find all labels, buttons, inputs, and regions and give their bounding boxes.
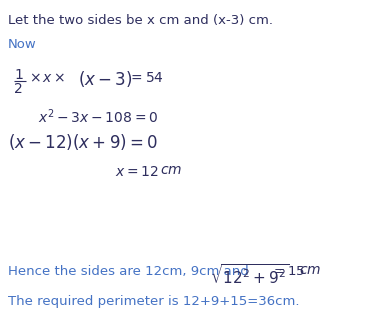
Text: 2: 2 [14,82,23,96]
Text: $\sqrt{12^2+9^2}$: $\sqrt{12^2+9^2}$ [210,263,289,287]
Text: $= 54$: $= 54$ [128,71,164,85]
Text: $cm$: $cm$ [299,263,321,277]
Text: The required perimeter is 12+9+15=36cm.: The required perimeter is 12+9+15=36cm. [8,295,299,308]
Text: Let the two sides be x cm and (x-3) cm.: Let the two sides be x cm and (x-3) cm. [8,14,273,27]
Text: Hence the sides are 12cm, 9cm and: Hence the sides are 12cm, 9cm and [8,265,253,278]
Text: $cm$: $cm$ [160,163,182,177]
Text: $= 15$: $= 15$ [271,265,305,278]
Text: $\times\, x \times$: $\times\, x \times$ [29,71,66,85]
Text: $(x-3)$: $(x-3)$ [78,69,132,89]
Text: $(x-12)(x+9) = 0$: $(x-12)(x+9) = 0$ [8,132,158,152]
Text: Now: Now [8,38,37,51]
Text: $x^2 - 3x - 108 = 0$: $x^2 - 3x - 108 = 0$ [38,107,158,125]
Text: $x = 12$: $x = 12$ [115,165,159,179]
Text: 1: 1 [14,68,23,82]
